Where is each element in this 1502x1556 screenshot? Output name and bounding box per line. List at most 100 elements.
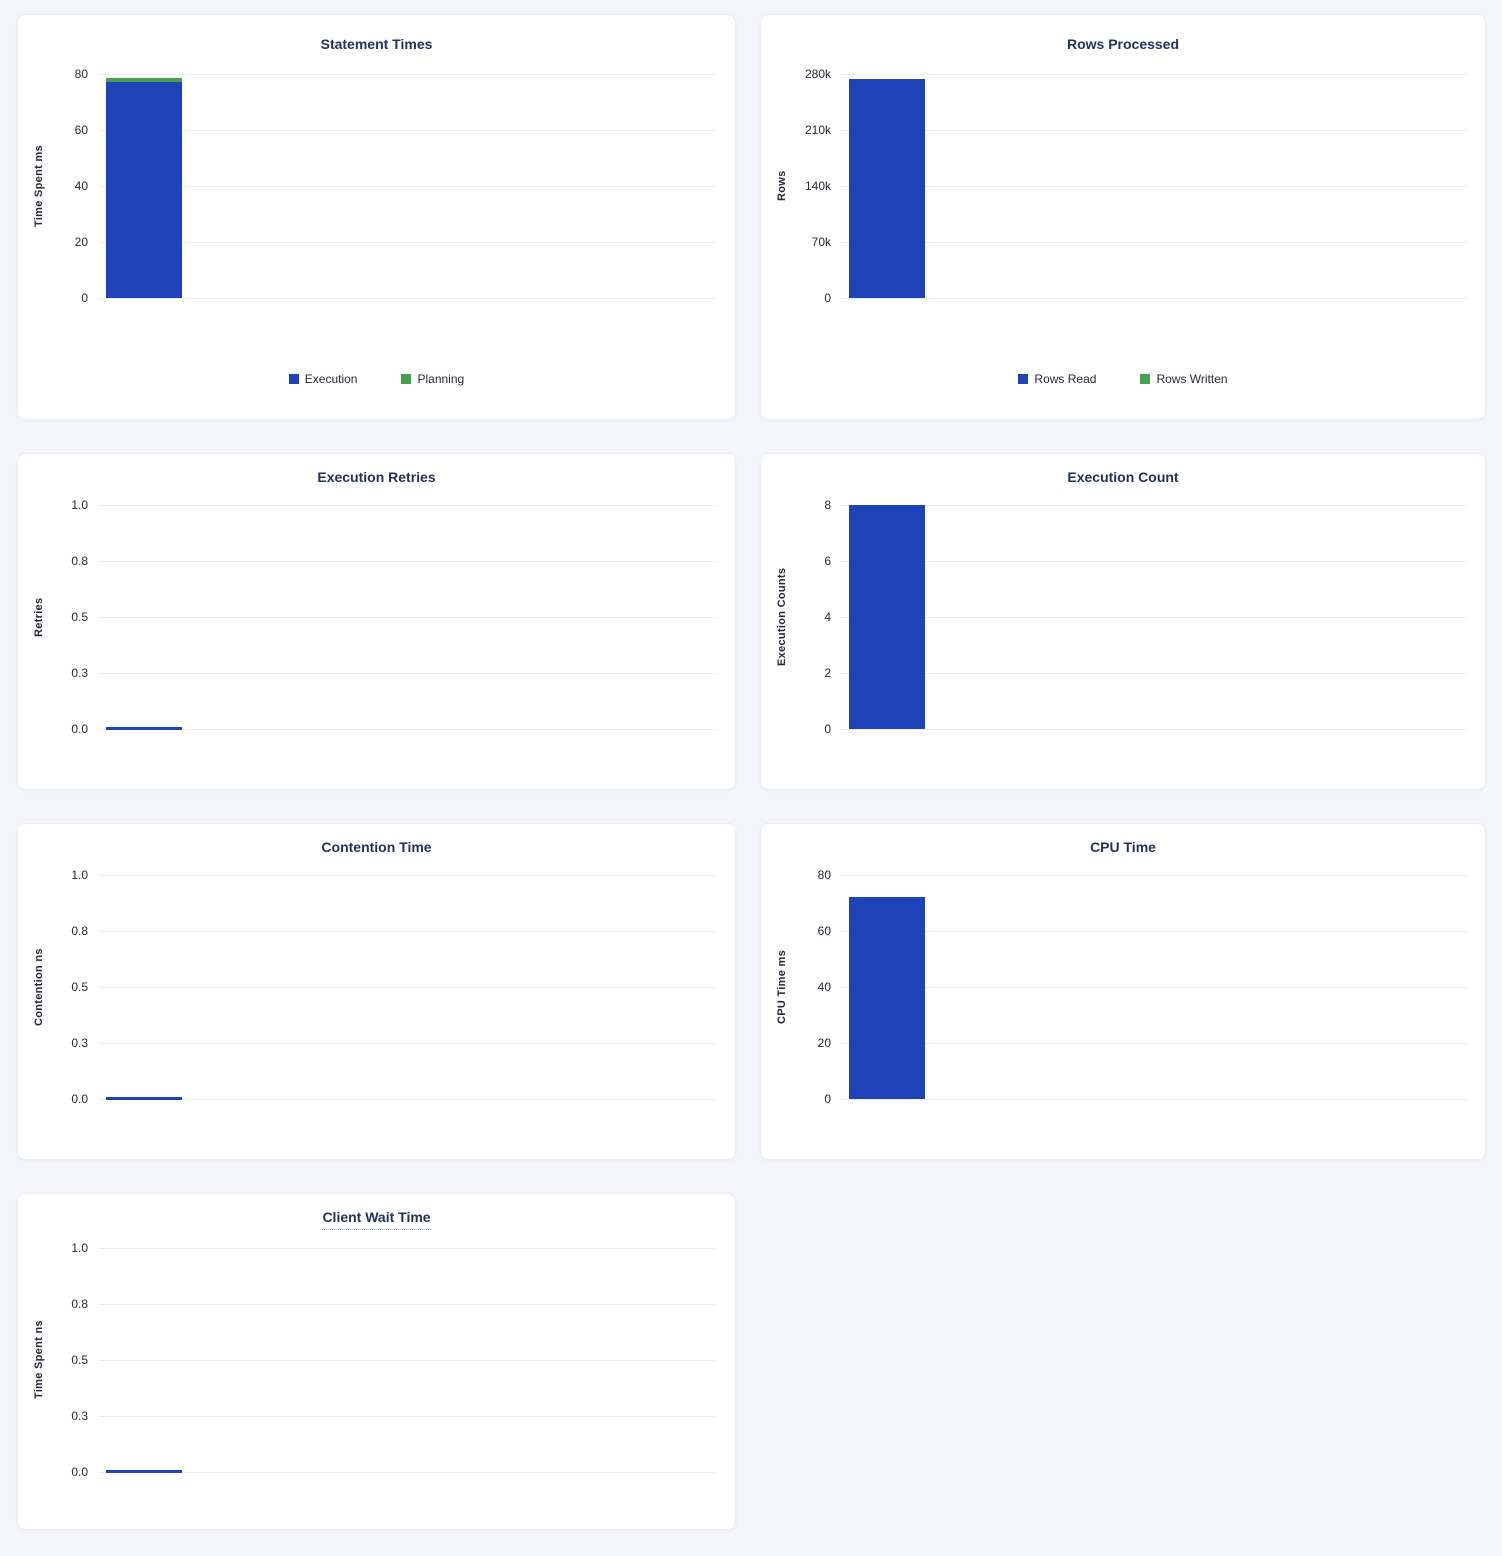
gridline <box>98 1359 717 1361</box>
legend-swatch-rows-read <box>1018 374 1029 384</box>
chart-title-row: Statement Times <box>30 35 723 54</box>
tick-label: 40 <box>74 179 88 193</box>
gridline <box>841 73 1467 75</box>
bar-segment-execution <box>106 82 182 298</box>
legend-label: Execution <box>304 372 358 386</box>
gridline <box>98 1471 717 1473</box>
chart-title-execution-retries: Execution Retries <box>317 469 436 485</box>
gridline <box>841 1098 1467 1100</box>
bar-segment-execution-count <box>849 505 925 729</box>
chart-body: Retries 1.0 0.8 0.5 0.3 0.0 <box>30 498 723 736</box>
chart-title-contention-time: Contention Time <box>321 839 432 855</box>
chart-body: Execution Counts 8 6 4 2 0 <box>773 498 1473 736</box>
zero-value-bar-execution-retries <box>106 727 182 730</box>
tick-label: 0.8 <box>71 924 88 938</box>
gridline <box>98 1303 717 1305</box>
tick-label: 70k <box>811 235 831 249</box>
bar-execution-count <box>849 505 925 729</box>
plot-area <box>841 504 1467 730</box>
y-axis-ticks: 8 6 4 2 0 <box>791 498 841 736</box>
bar-segment-planning <box>106 78 182 83</box>
chart-legend: Execution Planning <box>30 372 723 386</box>
bar-segment-rows-read <box>849 78 925 298</box>
chart-body: CPU Time ms 80 60 40 20 0 <box>773 868 1473 1106</box>
legend-swatch-execution <box>288 374 299 384</box>
gridline <box>841 1042 1467 1044</box>
tick-label: 1.0 <box>71 868 88 882</box>
legend-swatch-rows-written <box>1140 374 1151 384</box>
zero-value-bar-client-wait-time <box>106 1470 182 1473</box>
tick-label: 0 <box>824 1092 831 1106</box>
gridline <box>841 560 1467 562</box>
tick-label: 210k <box>804 123 831 137</box>
tick-label: 40 <box>817 980 831 994</box>
gridline <box>841 504 1467 506</box>
chart-card-statement-times: Statement Times Time Spent ms 80 60 40 20 0 … <box>17 14 736 420</box>
chart-body: Contention ns 1.0 0.8 0.5 0.3 0.0 <box>30 868 723 1106</box>
chart-title-row: Rows Processed <box>773 35 1473 54</box>
plot-area <box>98 874 717 1100</box>
tick-label: 0.3 <box>71 1036 88 1050</box>
gridline <box>841 930 1467 932</box>
legend-item-execution[interactable]: Execution <box>288 372 358 386</box>
y-axis-label: Execution Counts <box>776 567 788 667</box>
tick-label: 0.0 <box>71 722 88 736</box>
chart-title-cpu-time: CPU Time <box>1090 839 1156 855</box>
tick-label: 280k <box>804 67 831 81</box>
y-axis-ticks: 80 60 40 20 0 <box>791 868 841 1106</box>
chart-card-rows-processed: Rows Processed Rows 280k 210k 140k 70k 0 Row… <box>760 14 1486 420</box>
tick-label: 0.8 <box>71 554 88 568</box>
legend-label: Planning <box>417 372 465 386</box>
tick-label: 60 <box>74 123 88 137</box>
tick-label: 0.8 <box>71 1297 88 1311</box>
bar-cpu-time <box>849 897 925 1099</box>
tick-label: 1.0 <box>71 1241 88 1255</box>
tick-label: 0.0 <box>71 1465 88 1479</box>
gridline <box>98 986 717 988</box>
tick-label: 20 <box>74 235 88 249</box>
gridline <box>98 504 717 506</box>
gridline <box>841 185 1467 187</box>
y-axis-ticks: 1.0 0.8 0.5 0.3 0.0 <box>48 1241 98 1479</box>
gridline <box>98 1247 717 1249</box>
y-axis-label: Retries <box>33 597 45 637</box>
tick-label: 2 <box>824 666 831 680</box>
gridline <box>841 241 1467 243</box>
chart-body: Rows 280k 210k 140k 70k 0 <box>773 67 1473 305</box>
gridline <box>98 185 717 187</box>
plot-area <box>98 1247 717 1473</box>
y-axis-ticks: 280k 210k 140k 70k 0 <box>791 67 841 305</box>
chart-body: Time Spent ns 1.0 0.8 0.5 0.3 0.0 <box>30 1241 723 1479</box>
gridline <box>841 986 1467 988</box>
tick-label: 0.5 <box>71 1353 88 1367</box>
tick-label: 0.3 <box>71 666 88 680</box>
y-axis-ticks: 1.0 0.8 0.5 0.3 0.0 <box>48 868 98 1106</box>
chart-title-rows-processed: Rows Processed <box>1066 36 1180 52</box>
chart-title-row: Execution Retries <box>30 468 723 487</box>
tick-label: 20 <box>817 1036 831 1050</box>
y-axis-label: Rows <box>776 170 788 202</box>
legend-item-rows-written[interactable]: Rows Written <box>1140 372 1228 386</box>
gridline <box>841 129 1467 131</box>
legend-item-planning[interactable]: Planning <box>401 372 464 386</box>
chart-card-execution-retries: Execution Retries Retries 1.0 0.8 0.5 0.3 0.… <box>17 453 736 790</box>
chart-title-row: Contention Time <box>30 838 723 857</box>
tick-label: 0 <box>824 722 831 736</box>
plot-area <box>98 73 717 299</box>
chart-card-client-wait-time: Client Wait Time Time Spent ns 1.0 0.8 0.5… <box>17 1193 736 1530</box>
chart-legend: Rows Read Rows Written <box>773 372 1473 386</box>
gridline <box>98 297 717 299</box>
gridline <box>841 297 1467 299</box>
legend-item-rows-read[interactable]: Rows Read <box>1018 372 1096 386</box>
chart-body: Time Spent ms 80 60 40 20 0 <box>30 67 723 305</box>
chart-card-cpu-time: CPU Time CPU Time ms 80 60 40 20 0 <box>760 823 1486 1160</box>
tick-label: 80 <box>817 868 831 882</box>
chart-title-client-wait-time-tooltip[interactable]: Client Wait Time <box>322 1208 431 1230</box>
y-axis-label: CPU Time ms <box>776 950 788 1025</box>
tick-label: 0 <box>824 291 831 305</box>
chart-title-row: Client Wait Time <box>30 1208 723 1230</box>
gridline <box>98 1415 717 1417</box>
tick-label: 0 <box>81 291 88 305</box>
tick-label: 6 <box>824 554 831 568</box>
gridline <box>841 616 1467 618</box>
